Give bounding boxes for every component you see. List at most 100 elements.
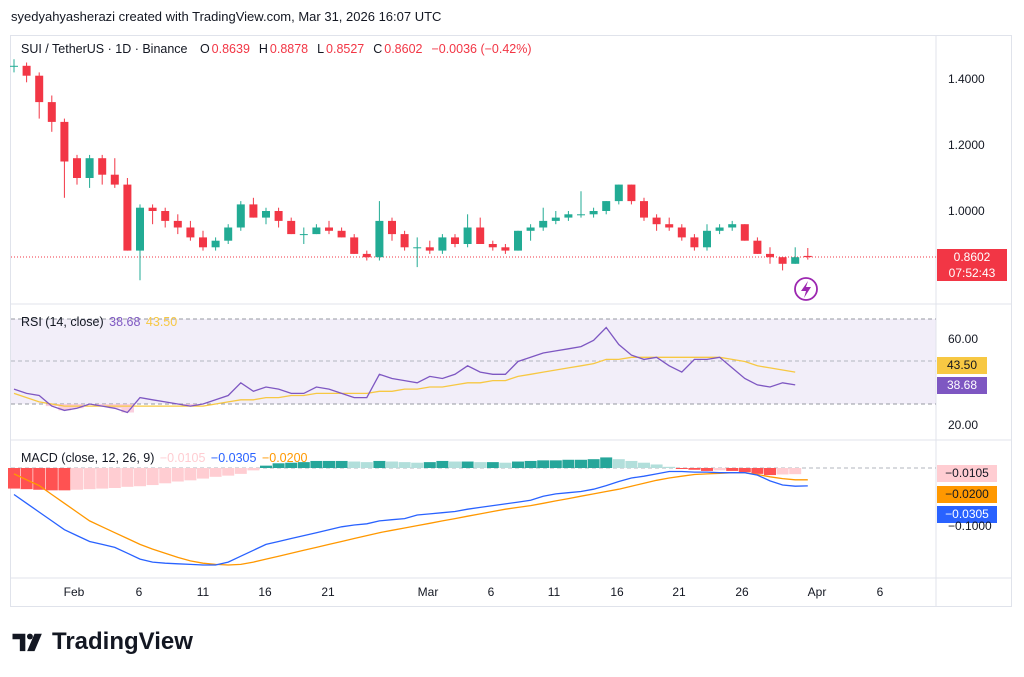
x-tick-label: 6 [135, 585, 143, 599]
candle-body [98, 158, 107, 175]
candle-body [375, 220, 384, 258]
candle-body [665, 224, 674, 228]
macd-line [13, 470, 808, 566]
rsi-oversold-fill [58, 404, 71, 411]
macd-histogram-bar [222, 468, 235, 476]
rsi-tag: 38.68 [937, 377, 987, 394]
candle-body [740, 224, 749, 241]
open-label: O [199, 42, 210, 56]
macd-histogram-bar [688, 468, 701, 470]
lightning-icon[interactable] [794, 277, 818, 301]
candle-body [22, 65, 31, 76]
candle-body [211, 240, 220, 248]
macd-histogram-bar [285, 462, 298, 468]
macd-histogram-bar [449, 461, 461, 468]
candle-body [10, 65, 18, 67]
macd-histogram-bar [297, 462, 310, 468]
rsi-ma-line [13, 356, 796, 407]
macd-histogram-bar [121, 468, 134, 487]
macd-signal-value: −0.0200 [261, 451, 308, 465]
candle-body [337, 230, 346, 238]
candle-body [388, 220, 396, 235]
x-tick-label: 26 [735, 585, 749, 599]
candle-body [85, 158, 94, 178]
candle-body [753, 240, 762, 254]
macd-hist-tag: −0.0105 [937, 465, 997, 482]
candle-body [463, 227, 472, 244]
candle-body [161, 211, 170, 221]
rsi-ma-tag: 43.50 [937, 357, 987, 374]
candle-body [312, 227, 321, 235]
candle-body [614, 184, 623, 202]
rsi-name[interactable]: RSI (14, close) [21, 315, 104, 329]
candle-body [551, 217, 560, 221]
macd-histogram-bar [486, 462, 499, 468]
y-tick-label: 1.4000 [948, 72, 985, 86]
macd-histogram-bar [600, 457, 613, 468]
brand-name: TradingView [52, 628, 193, 655]
macd-histogram-bar [58, 468, 71, 491]
candle-body [677, 227, 686, 238]
candle-body [287, 220, 296, 235]
candle-body [199, 237, 207, 248]
macd-histogram-bar [726, 468, 739, 471]
rsi-oversold-fill [184, 404, 197, 407]
high-label: H [258, 42, 268, 56]
candle-body [60, 121, 69, 162]
candle-body [728, 224, 737, 228]
rsi-oversold-fill [121, 404, 134, 413]
last-price-tag: 0.8602 [937, 249, 1007, 265]
macd-signal-tag: −0.0200 [937, 486, 997, 503]
tradingview-logo-icon [12, 633, 42, 652]
candle-body [778, 257, 787, 264]
candle-body [249, 204, 258, 218]
macd-signal-line [13, 472, 808, 566]
y-tick-label: 1.0000 [948, 204, 985, 218]
candle-body [186, 227, 195, 238]
chart-caption: syedyahyasherazi created with TradingVie… [11, 9, 442, 24]
macd-histogram-bar [549, 460, 562, 468]
candle-body [413, 247, 422, 249]
change-value: −0.0036 (−0.42%) [431, 42, 532, 56]
macd-histogram-bar [789, 468, 802, 475]
macd-histogram-bar [134, 468, 146, 487]
macd-histogram-bar [108, 468, 121, 488]
macd-histogram-bar [159, 468, 172, 484]
low-value: 0.8527 [326, 42, 365, 56]
candle-body [73, 158, 81, 178]
candle-body [274, 211, 283, 221]
candle-body [350, 237, 359, 254]
macd-histogram-bar [96, 468, 109, 489]
macd-line-tag: −0.0305 [937, 506, 997, 523]
macd-histogram-bar [625, 460, 638, 468]
macd-histogram-bar [171, 468, 184, 482]
macd-histogram-bar [512, 461, 524, 468]
close-label: C [373, 42, 383, 56]
rsi-legend: RSI (14, close) 38.68 43.50 [21, 315, 179, 329]
macd-histogram-bar [348, 461, 361, 468]
macd-histogram-bar [247, 468, 260, 471]
candle-body [640, 201, 648, 218]
macd-histogram-bar [575, 459, 587, 468]
candle-body [715, 227, 724, 231]
candle-body [577, 214, 585, 216]
macd-histogram-bar [713, 468, 726, 471]
x-tick-label: 11 [196, 585, 210, 599]
macd-histogram-bar [323, 460, 335, 468]
macd-name[interactable]: MACD (close, 12, 26, 9) [21, 451, 155, 465]
macd-histogram-bar [360, 462, 373, 468]
chart-frame [10, 35, 1012, 607]
macd-histogram-bar [524, 460, 537, 468]
macd-histogram-bar [537, 460, 550, 468]
rsi-oversold-fill [45, 404, 59, 407]
candle-body [236, 204, 245, 228]
candle-body [325, 227, 333, 231]
macd-histogram-bar [675, 468, 688, 469]
symbol-label[interactable]: SUI / TetherUS · 1D · Binance [21, 42, 188, 56]
x-tick-label: 21 [672, 585, 686, 599]
x-tick-label: Mar [417, 585, 439, 599]
macd-histogram-bar [33, 468, 46, 490]
macd-histogram-bar [335, 460, 348, 468]
